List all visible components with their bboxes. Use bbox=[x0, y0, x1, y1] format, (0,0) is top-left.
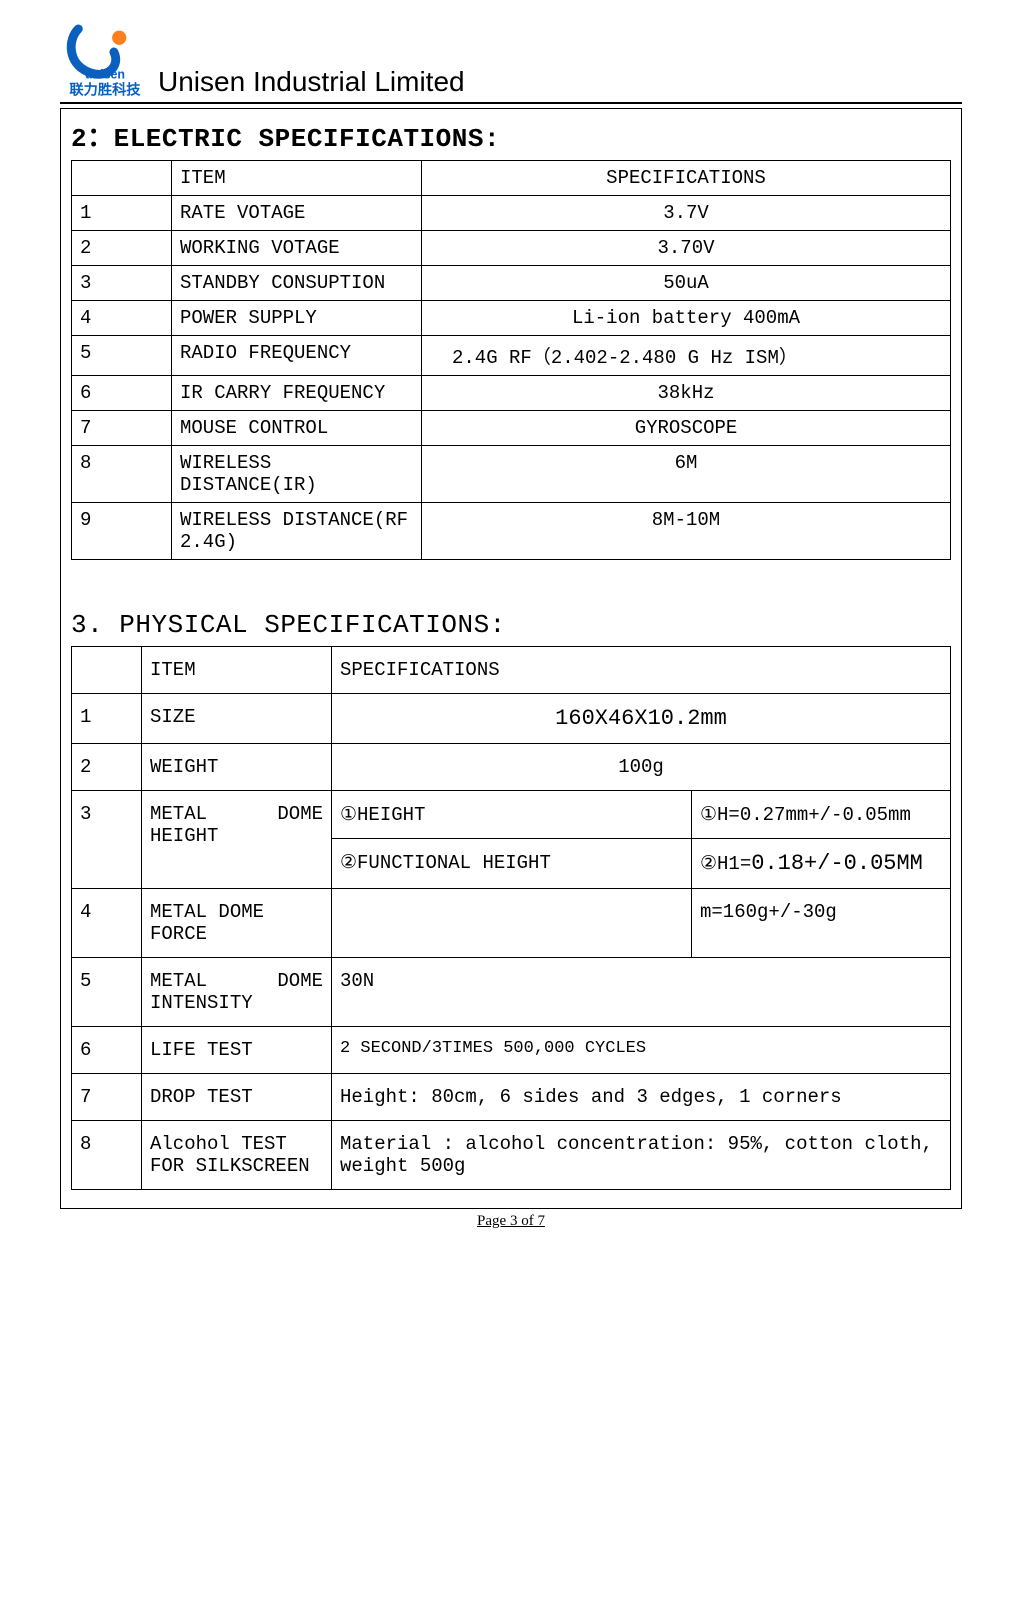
cell-num: 8 bbox=[72, 1121, 142, 1190]
cell-num: 5 bbox=[72, 336, 172, 376]
cell-spec: Li-ion battery 400mA bbox=[422, 301, 951, 336]
cell-spec: Material : alcohol concentration: 95%, c… bbox=[332, 1121, 951, 1190]
table-row: 8WIRELESS DISTANCE(IR)6M bbox=[72, 446, 951, 503]
cell-num: 2 bbox=[72, 231, 172, 266]
table-row: 7MOUSE CONTROLGYROSCOPE bbox=[72, 411, 951, 446]
cell-item: RADIO FREQUENCY bbox=[172, 336, 422, 376]
cell-num: 5 bbox=[72, 958, 142, 1027]
cell-spec: 160X46X10.2mm bbox=[332, 694, 951, 744]
cell-spec: 2.4G RF（2.402-2.480 G Hz ISM） bbox=[422, 336, 951, 376]
table-row: ITEM SPECIFICATIONS bbox=[72, 161, 951, 196]
cell-item: DROP TEST bbox=[142, 1074, 332, 1121]
table-row: 4POWER SUPPLYLi-ion battery 400mA bbox=[72, 301, 951, 336]
cell-spec: Height: 80cm, 6 sides and 3 edges, 1 cor… bbox=[332, 1074, 951, 1121]
cell-item-part: METAL bbox=[150, 970, 207, 992]
cell-item: IR CARRY FREQUENCY bbox=[172, 376, 422, 411]
page-footer: Page 3 of 7 bbox=[60, 1213, 962, 1230]
cell-sub-b: ②H1=0.18+/-0.05MM bbox=[692, 839, 951, 889]
physical-specs-table: ITEM SPECIFICATIONS 1 SIZE 160X46X10.2mm… bbox=[71, 646, 951, 1190]
cell-num: 2 bbox=[72, 744, 142, 791]
cell-num: 6 bbox=[72, 1027, 142, 1074]
cell-item: STANDBY CONSUPTION bbox=[172, 266, 422, 301]
cell-spec-a bbox=[332, 889, 692, 958]
cell-spec: 38kHz bbox=[422, 376, 951, 411]
cell-spec: 6M bbox=[422, 446, 951, 503]
header-item: ITEM bbox=[172, 161, 422, 196]
table-row: 1RATE VOTAGE3.7V bbox=[72, 196, 951, 231]
cell-num: 1 bbox=[72, 196, 172, 231]
cell-item: WORKING VOTAGE bbox=[172, 231, 422, 266]
cell-sub-a: ①HEIGHT bbox=[332, 791, 692, 839]
cell-item: WIRELESS DISTANCE(RF 2.4G) bbox=[172, 503, 422, 560]
unisen-logo-icon: unisen 联力胜科技 bbox=[60, 20, 150, 100]
cell-sub-b: ①H=0.27mm+/-0.05mm bbox=[692, 791, 951, 839]
cell-spec: GYROSCOPE bbox=[422, 411, 951, 446]
cell-num: 4 bbox=[72, 889, 142, 958]
cell-item: MOUSE CONTROL bbox=[172, 411, 422, 446]
cell-num: 6 bbox=[72, 376, 172, 411]
table-row: ITEM SPECIFICATIONS bbox=[72, 647, 951, 694]
cell-num: 9 bbox=[72, 503, 172, 560]
header-spec: SPECIFICATIONS bbox=[422, 161, 951, 196]
table-row: 6 LIFE TEST 2 SECOND/3TIMES 500,000 CYCL… bbox=[72, 1027, 951, 1074]
cell-spec: 50uA bbox=[422, 266, 951, 301]
cell-num: 7 bbox=[72, 411, 172, 446]
table-row: 2 WEIGHT 100g bbox=[72, 744, 951, 791]
table-row: 3STANDBY CONSUPTION50uA bbox=[72, 266, 951, 301]
cell-item: METAL DOME HEIGHT bbox=[142, 791, 332, 889]
table-row: 7 DROP TEST Height: 80cm, 6 sides and 3 … bbox=[72, 1074, 951, 1121]
logo-text-cn: 联力胜科技 bbox=[69, 81, 141, 99]
cell-num: 3 bbox=[72, 266, 172, 301]
page-header: unisen 联力胜科技 Unisen Industrial Limited bbox=[60, 20, 962, 104]
cell-blank bbox=[72, 161, 172, 196]
header-item: ITEM bbox=[142, 647, 332, 694]
cell-item: METAL DOME FORCE bbox=[142, 889, 332, 958]
cell-spec: 3.7V bbox=[422, 196, 951, 231]
cell-num: 1 bbox=[72, 694, 142, 744]
cell-item: METAL DOME INTENSITY bbox=[142, 958, 332, 1027]
table-row: 9WIRELESS DISTANCE(RF 2.4G)8M-10M bbox=[72, 503, 951, 560]
cell-spec: 30N bbox=[332, 958, 951, 1027]
section-2-title: 2：ELECTRIC SPECIFICATIONS: bbox=[71, 117, 951, 154]
logo-text-en: unisen bbox=[85, 68, 125, 82]
table-row: 8 Alcohol TEST FOR SILKSCREEN Material :… bbox=[72, 1121, 951, 1190]
table-row: 4 METAL DOME FORCE m=160g+/-30g bbox=[72, 889, 951, 958]
cell-item-part: HEIGHT bbox=[150, 825, 218, 847]
cell-item: WIRELESS DISTANCE(IR) bbox=[172, 446, 422, 503]
cell-item: Alcohol TEST FOR SILKSCREEN bbox=[142, 1121, 332, 1190]
cell-num: 3 bbox=[72, 791, 142, 889]
table-row: 6IR CARRY FREQUENCY38kHz bbox=[72, 376, 951, 411]
content-frame: 2：ELECTRIC SPECIFICATIONS: ITEM SPECIFIC… bbox=[60, 108, 962, 1209]
section-3-title: 3. PHYSICAL SPECIFICATIONS: bbox=[71, 610, 951, 640]
cell-num: 7 bbox=[72, 1074, 142, 1121]
cell-num: 4 bbox=[72, 301, 172, 336]
cell-item-part: INTENSITY bbox=[150, 992, 253, 1014]
table-row: 5 METAL DOME INTENSITY 30N bbox=[72, 958, 951, 1027]
cell-num: 8 bbox=[72, 446, 172, 503]
cell-item: SIZE bbox=[142, 694, 332, 744]
cell-item: POWER SUPPLY bbox=[172, 301, 422, 336]
cell-sub-a: ②FUNCTIONAL HEIGHT bbox=[332, 839, 692, 889]
cell-item: RATE VOTAGE bbox=[172, 196, 422, 231]
table-row: 3 METALDOME HEIGHT ①HEIGHT ①H=0.27mm+/-0… bbox=[72, 791, 951, 839]
cell-spec: 8M-10M bbox=[422, 503, 951, 560]
cell-spec: 2 SECOND/3TIMES 500,000 CYCLES bbox=[332, 1027, 951, 1074]
company-name: Unisen Industrial Limited bbox=[158, 66, 465, 100]
cell-item-part: DOME bbox=[277, 970, 323, 992]
cell-spec-b: m=160g+/-30g bbox=[692, 889, 951, 958]
cell-item: WEIGHT bbox=[142, 744, 332, 791]
cell-item-part: METAL bbox=[150, 803, 207, 825]
cell-spec: 3.70V bbox=[422, 231, 951, 266]
electric-specs-table: ITEM SPECIFICATIONS 1RATE VOTAGE3.7V 2WO… bbox=[71, 160, 951, 560]
table-row: 5RADIO FREQUENCY2.4G RF（2.402-2.480 G Hz… bbox=[72, 336, 951, 376]
cell-item-part: DOME bbox=[277, 803, 323, 825]
cell-item: LIFE TEST bbox=[142, 1027, 332, 1074]
table-row: 2WORKING VOTAGE3.70V bbox=[72, 231, 951, 266]
table-row: 1 SIZE 160X46X10.2mm bbox=[72, 694, 951, 744]
header-spec: SPECIFICATIONS bbox=[332, 647, 951, 694]
cell-blank bbox=[72, 647, 142, 694]
cell-spec: 100g bbox=[332, 744, 951, 791]
